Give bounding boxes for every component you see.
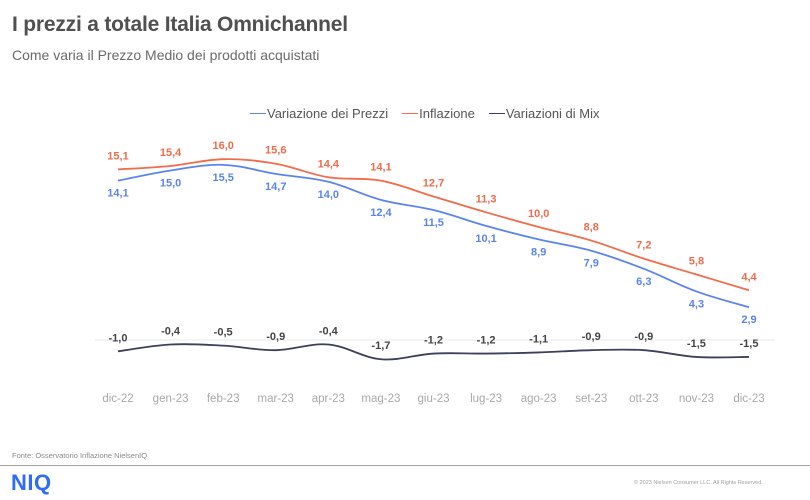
x-tick-label: set-23 xyxy=(575,393,607,405)
x-tick-label: giu-23 xyxy=(418,393,450,405)
legend-item-mix: Variazioni di Mix xyxy=(488,106,600,121)
legend-swatch-prezzi xyxy=(250,113,266,114)
data-label: -1,1 xyxy=(529,333,548,345)
x-tick-label: feb-23 xyxy=(207,393,240,405)
copyright-text: © 2023 Nielsen Consumer LLC. All Rights … xyxy=(634,480,763,486)
data-label: 10,1 xyxy=(475,233,496,245)
data-labels: 14,1 15,0 15,5 14,7 14,0 12,4 11,5 10,1 8,9 7,9 6,… xyxy=(107,140,758,352)
series-line-variazione-dei-prezzi xyxy=(117,163,750,309)
data-label: 11,3 xyxy=(476,193,497,205)
chart-title: I prezzi a totale Italia Omnichannel xyxy=(12,13,348,36)
data-label: 14,7 xyxy=(265,181,286,193)
series-lines xyxy=(117,158,750,361)
x-tick-label: ott-23 xyxy=(629,393,658,405)
legend-swatch-mix xyxy=(488,113,505,114)
series-line-inflazione xyxy=(117,158,750,292)
data-label: 7,9 xyxy=(584,258,599,270)
data-label: -1,5 xyxy=(740,338,759,350)
x-tick-label: mag-23 xyxy=(361,393,400,405)
data-label: -0,9 xyxy=(266,331,285,343)
data-label: -0,4 xyxy=(319,326,339,338)
data-label: -1,2 xyxy=(424,335,443,347)
legend-item-inflazione: Inflazione xyxy=(402,106,475,121)
data-label: 14,1 xyxy=(370,162,391,174)
x-tick-label: lug-23 xyxy=(470,393,502,405)
x-tick-label: nov-23 xyxy=(679,393,714,405)
x-tick-label: ago-23 xyxy=(521,393,557,405)
data-label: -0,5 xyxy=(214,327,233,339)
data-label: 14,4 xyxy=(318,158,340,170)
data-label: 4,3 xyxy=(689,298,704,310)
data-label: 6,3 xyxy=(636,276,651,288)
series-line-variazioni-di-mix xyxy=(117,343,750,361)
legend-item-prezzi: Variazione dei Prezzi xyxy=(250,106,388,121)
niq-logo: NIQ xyxy=(11,470,52,495)
x-axis-ticks: dic-22 gen-23 feb-23 mar-23 apr-23 mag-23 giu-… xyxy=(102,393,764,405)
data-label: 5,8 xyxy=(689,255,704,267)
data-label: 15,0 xyxy=(160,178,181,190)
data-label: 12,4 xyxy=(370,207,392,219)
legend: Variazione dei Prezzi Inflazione Variazi… xyxy=(250,106,600,121)
x-tick-label: dic-23 xyxy=(733,393,764,405)
source-note: Fonte: Osservatorio Inflazione NielsenIQ xyxy=(12,451,148,460)
data-label: -1,7 xyxy=(371,340,390,352)
data-label: 16,0 xyxy=(212,140,233,152)
data-label: -0,4 xyxy=(161,326,181,338)
data-label: 12,7 xyxy=(423,177,444,189)
data-label: -1,0 xyxy=(109,332,128,344)
data-label: 8,9 xyxy=(531,246,546,258)
x-tick-label: mar-23 xyxy=(258,393,294,405)
data-label: -1,5 xyxy=(687,338,706,350)
data-label: 15,1 xyxy=(107,150,128,162)
data-label: 15,5 xyxy=(212,172,233,184)
x-tick-label: gen-23 xyxy=(153,393,189,405)
legend-label-inflazione: Inflazione xyxy=(419,106,475,121)
data-label: -0,9 xyxy=(634,331,653,343)
data-label: 4,4 xyxy=(741,271,757,283)
data-label: 15,6 xyxy=(265,145,286,157)
x-tick-label: dic-22 xyxy=(102,393,133,405)
data-label: 10,0 xyxy=(528,208,549,220)
x-tick-label: apr-23 xyxy=(312,393,345,405)
footer-divider xyxy=(0,465,810,466)
data-label: -1,2 xyxy=(477,335,496,347)
data-label: 11,5 xyxy=(423,217,444,229)
data-label: 8,8 xyxy=(584,222,599,234)
legend-swatch-inflazione xyxy=(402,113,419,114)
legend-label-mix: Variazioni di Mix xyxy=(505,106,600,121)
legend-label-prezzi: Variazione dei Prezzi xyxy=(267,106,389,121)
chart-subtitle: Come varia il Prezzo Medio dei prodotti … xyxy=(12,47,320,63)
data-label: 7,2 xyxy=(636,240,651,252)
line-chart: 14,1 15,0 15,5 14,7 14,0 12,4 11,5 10,1 8,9 7,9 6,… xyxy=(95,140,775,405)
data-label: 2,9 xyxy=(741,314,756,326)
data-label: 14,1 xyxy=(107,188,128,200)
data-label: 15,4 xyxy=(160,147,182,159)
data-label: 14,0 xyxy=(318,189,339,201)
data-label: -0,9 xyxy=(582,331,601,343)
